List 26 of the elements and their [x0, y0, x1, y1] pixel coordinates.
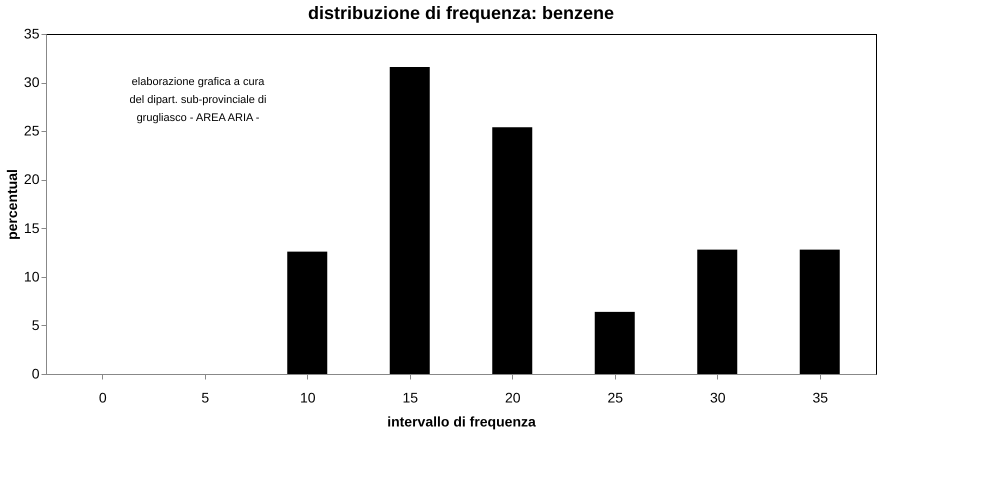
x-tick-label: 0: [98, 390, 107, 406]
x-tick-label: 10: [300, 390, 316, 406]
y-tick-label: 20: [24, 171, 40, 188]
y-tick-label: 0: [32, 366, 40, 382]
bar: [390, 67, 430, 374]
x-tick-label: 30: [710, 390, 726, 406]
y-tick-label: 15: [24, 220, 40, 236]
x-tick-label: 15: [402, 390, 418, 406]
y-tick-label: 35: [24, 26, 40, 42]
x-tick-label: 25: [607, 390, 624, 406]
bar: [492, 127, 532, 374]
y-axis-title: percentual: [4, 169, 20, 240]
bar: [287, 252, 328, 374]
chart-title: distribuzione di frequenza: benzene: [308, 3, 614, 23]
x-axis-title: intervallo di frequenza: [387, 414, 536, 430]
x-tick-label: 5: [201, 390, 210, 406]
y-tick-label: 25: [24, 122, 40, 139]
y-tick-label: 30: [24, 74, 40, 90]
annotation: elaborazione grafica a cura del dipart. sub-provinciale di grugliasco - AREA ARIA -: [130, 76, 266, 124]
bar: [800, 250, 840, 374]
bar: [594, 312, 635, 374]
y-tick-label: 10: [24, 268, 40, 284]
x-tick-label: 35: [812, 390, 828, 406]
y-tick-label: 5: [32, 316, 40, 333]
bar: [697, 250, 738, 374]
x-tick-label: 20: [504, 390, 521, 406]
